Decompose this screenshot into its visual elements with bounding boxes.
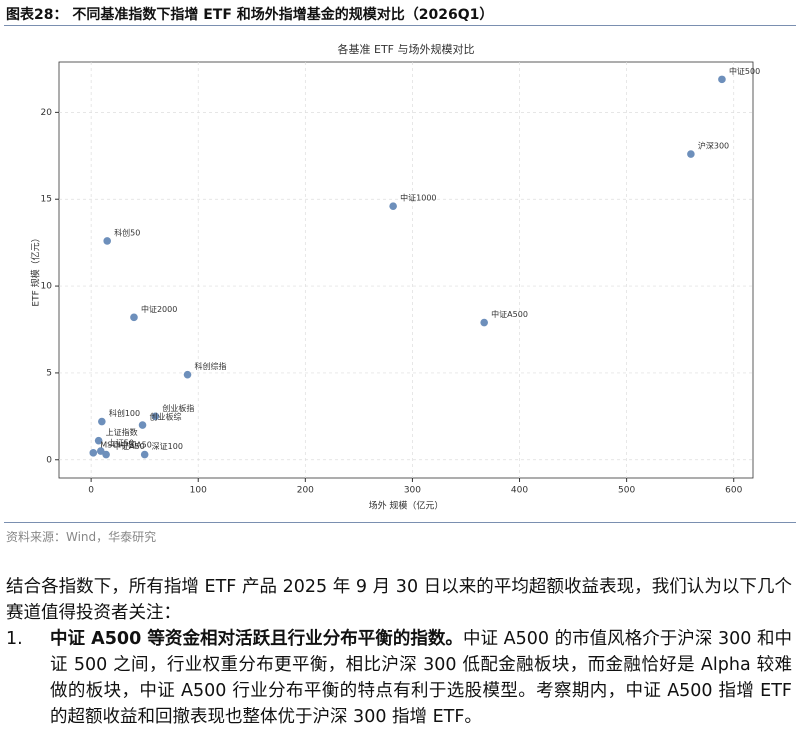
item-number: 1. (6, 629, 23, 649)
x-tick-label: 600 (725, 486, 742, 496)
point-label: 沪深300 (698, 141, 729, 151)
point (89, 449, 98, 457)
y-tick-label: 0 (46, 455, 52, 465)
point (130, 313, 138, 322)
item-bold: 中证 A500 等资金相对活跃且行业分布平衡的指数。 (50, 629, 463, 649)
point (140, 450, 149, 459)
x-tick-label: 400 (511, 486, 528, 496)
point (718, 75, 726, 84)
x-tick-label: 300 (404, 486, 421, 496)
point-label: 科创综指 (195, 361, 227, 371)
point (94, 436, 103, 445)
point-label: 上证50 (108, 439, 134, 448)
body-text: 结合各指数下，所有指增 ETF 产品 2025 年 9 月 30 日以来的平均超… (6, 574, 792, 730)
point-label: 中证500 (729, 66, 760, 76)
point-label: 中证A500 (491, 309, 528, 319)
point (151, 412, 160, 421)
chart-title: 各基准 ETF 与场外规模对比 (338, 42, 475, 56)
point-label: 创业板综 (150, 412, 182, 422)
point-label: 中证2000 (141, 304, 177, 314)
point (98, 417, 106, 426)
x-tick-label: 200 (297, 486, 314, 496)
point (183, 370, 192, 379)
y-tick-label: 10 (41, 282, 53, 292)
item-body: 中证 A500 的市值风格介于沪深 300 和中证 500 之间，行业权重分布更… (50, 629, 792, 727)
rule (4, 522, 796, 523)
item-text: 中证 A500 等资金相对活跃且行业分布平衡的指数。中证 A500 的市值风格介… (50, 626, 792, 730)
point-label: 创业板指 (162, 403, 194, 413)
chart: 各基准 ETF 与场外规模对比 0 100 200 300 400 500 600 0 5 10 15… (30, 42, 761, 512)
y-tick-label: 15 (41, 195, 52, 205)
source: 资料来源：Wind，华泰研究 (6, 530, 157, 544)
point (687, 150, 695, 158)
y-tick-label: 5 (46, 368, 52, 378)
plot-area (58, 61, 754, 479)
point (103, 237, 111, 245)
point-label: 中证1000 (400, 193, 436, 203)
point-label: 深证100 (152, 442, 183, 451)
y-axis-label: ETF 规模（亿元） (30, 233, 42, 306)
list-item: 1. 中证 A500 等资金相对活跃且行业分布平衡的指数。中证 A500 的市值… (6, 626, 792, 730)
point (102, 450, 110, 459)
x-tick-label: 0 (88, 486, 94, 496)
x-tick-label: 500 (618, 486, 635, 496)
paragraph: 结合各指数下，所有指增 ETF 产品 2025 年 9 月 30 日以来的平均超… (6, 577, 792, 623)
point-label: 科创100 (109, 408, 140, 418)
point-label: 上证指数 (106, 427, 138, 437)
figure-title: 图表28： 不同基准指数下指增 ETF 和场外指增基金的规模对比（2026Q1） (6, 7, 494, 23)
point (389, 202, 397, 210)
y-tick-label: 20 (41, 108, 53, 118)
point (138, 421, 147, 429)
x-tick-label: 100 (190, 486, 207, 496)
rule (4, 25, 796, 26)
x-axis-label: 场外 规模（亿元） (369, 500, 444, 512)
point-label: 中证A50 (113, 441, 145, 451)
point-label: MSCI中国A50 (100, 439, 152, 449)
point (480, 318, 488, 327)
point-label: 科创50 (114, 227, 140, 237)
